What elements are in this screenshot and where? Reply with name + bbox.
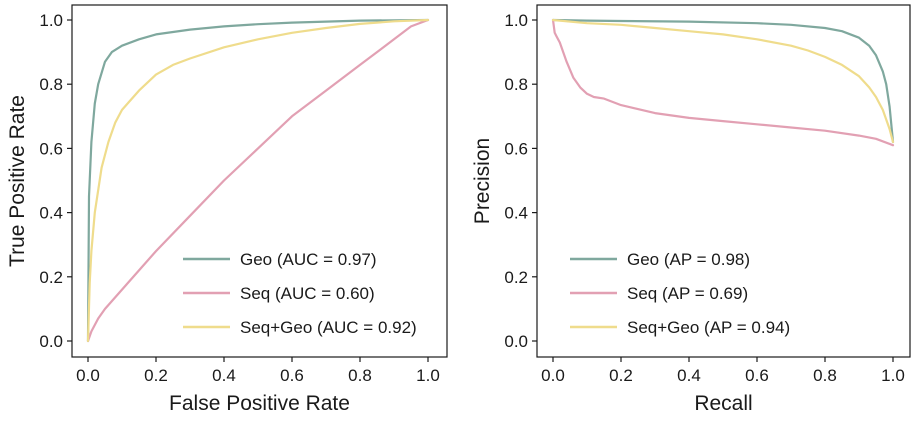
legend-label: Seq+Geo (AP = 0.94) xyxy=(627,318,790,337)
y-tick-label: 0.0 xyxy=(504,332,528,351)
legend-label: Geo (AUC = 0.97) xyxy=(240,250,377,269)
y-tick-label: 0.4 xyxy=(39,204,63,223)
series-line-0 xyxy=(86,18,430,343)
plot-frame xyxy=(71,4,448,358)
legend-label: Seq (AUC = 0.60) xyxy=(240,284,375,303)
legend: Geo (AUC = 0.97) Seq (AUC = 0.60) Seq+Geo … xyxy=(183,250,417,337)
y-tick-label: 0.8 xyxy=(504,75,528,94)
series-line-1 xyxy=(86,18,430,343)
x-tick-label: 0.0 xyxy=(541,366,565,385)
y-tick-label: 0.4 xyxy=(504,204,528,223)
x-axis-title: Recall xyxy=(694,392,752,415)
legend-label: Geo (AP = 0.98) xyxy=(627,250,750,269)
x-tick-label: 0.0 xyxy=(76,366,100,385)
y-tick-label: 0.2 xyxy=(504,268,528,287)
series-line-0 xyxy=(551,18,895,144)
y-tick-label: 0.2 xyxy=(39,268,63,287)
roc-panel: 0.0 0.2 0.4 0.6 0.8 1.0 0.0 0.2 0.4 0.6 0.8 1.0 Fals… xyxy=(6,4,448,415)
x-tick-label: 0.8 xyxy=(348,366,372,385)
y-tick-label: 0.6 xyxy=(39,139,63,158)
x-tick-label: 0.6 xyxy=(745,366,769,385)
x-tick-label: 0.4 xyxy=(212,366,236,385)
y-axis-title: Precision xyxy=(471,138,494,224)
x-axis-title: False Positive Rate xyxy=(169,392,350,415)
x-tick-label: 0.2 xyxy=(609,366,633,385)
y-tick-label: 1.0 xyxy=(504,11,528,30)
y-tick-label: 0.6 xyxy=(504,139,528,158)
series-line-2 xyxy=(86,18,430,343)
x-tick-label: 1.0 xyxy=(881,366,905,385)
legend-label: Seq (AP = 0.69) xyxy=(627,284,748,303)
series-line-1 xyxy=(551,18,895,147)
x-tick-label: 0.4 xyxy=(677,366,701,385)
legend: Geo (AP = 0.98) Seq (AP = 0.69) Seq+Geo (A… xyxy=(570,250,790,337)
plot-frame xyxy=(536,4,911,358)
series-line-2 xyxy=(551,18,895,144)
y-tick-label: 0.0 xyxy=(39,332,63,351)
x-tick-label: 0.6 xyxy=(280,366,304,385)
x-tick-label: 1.0 xyxy=(416,366,440,385)
x-tick-label: 0.8 xyxy=(813,366,837,385)
legend-label: Seq+Geo (AUC = 0.92) xyxy=(240,318,417,337)
x-tick-label: 0.2 xyxy=(144,366,168,385)
y-axis-title: True Positive Rate xyxy=(6,95,29,267)
y-tick-label: 0.8 xyxy=(39,75,63,94)
pr-panel: 0.0 0.2 0.4 0.6 0.8 1.0 0.0 0.2 0.4 0.6 0.8 1.0 Reca… xyxy=(471,4,911,415)
y-tick-label: 1.0 xyxy=(39,11,63,30)
